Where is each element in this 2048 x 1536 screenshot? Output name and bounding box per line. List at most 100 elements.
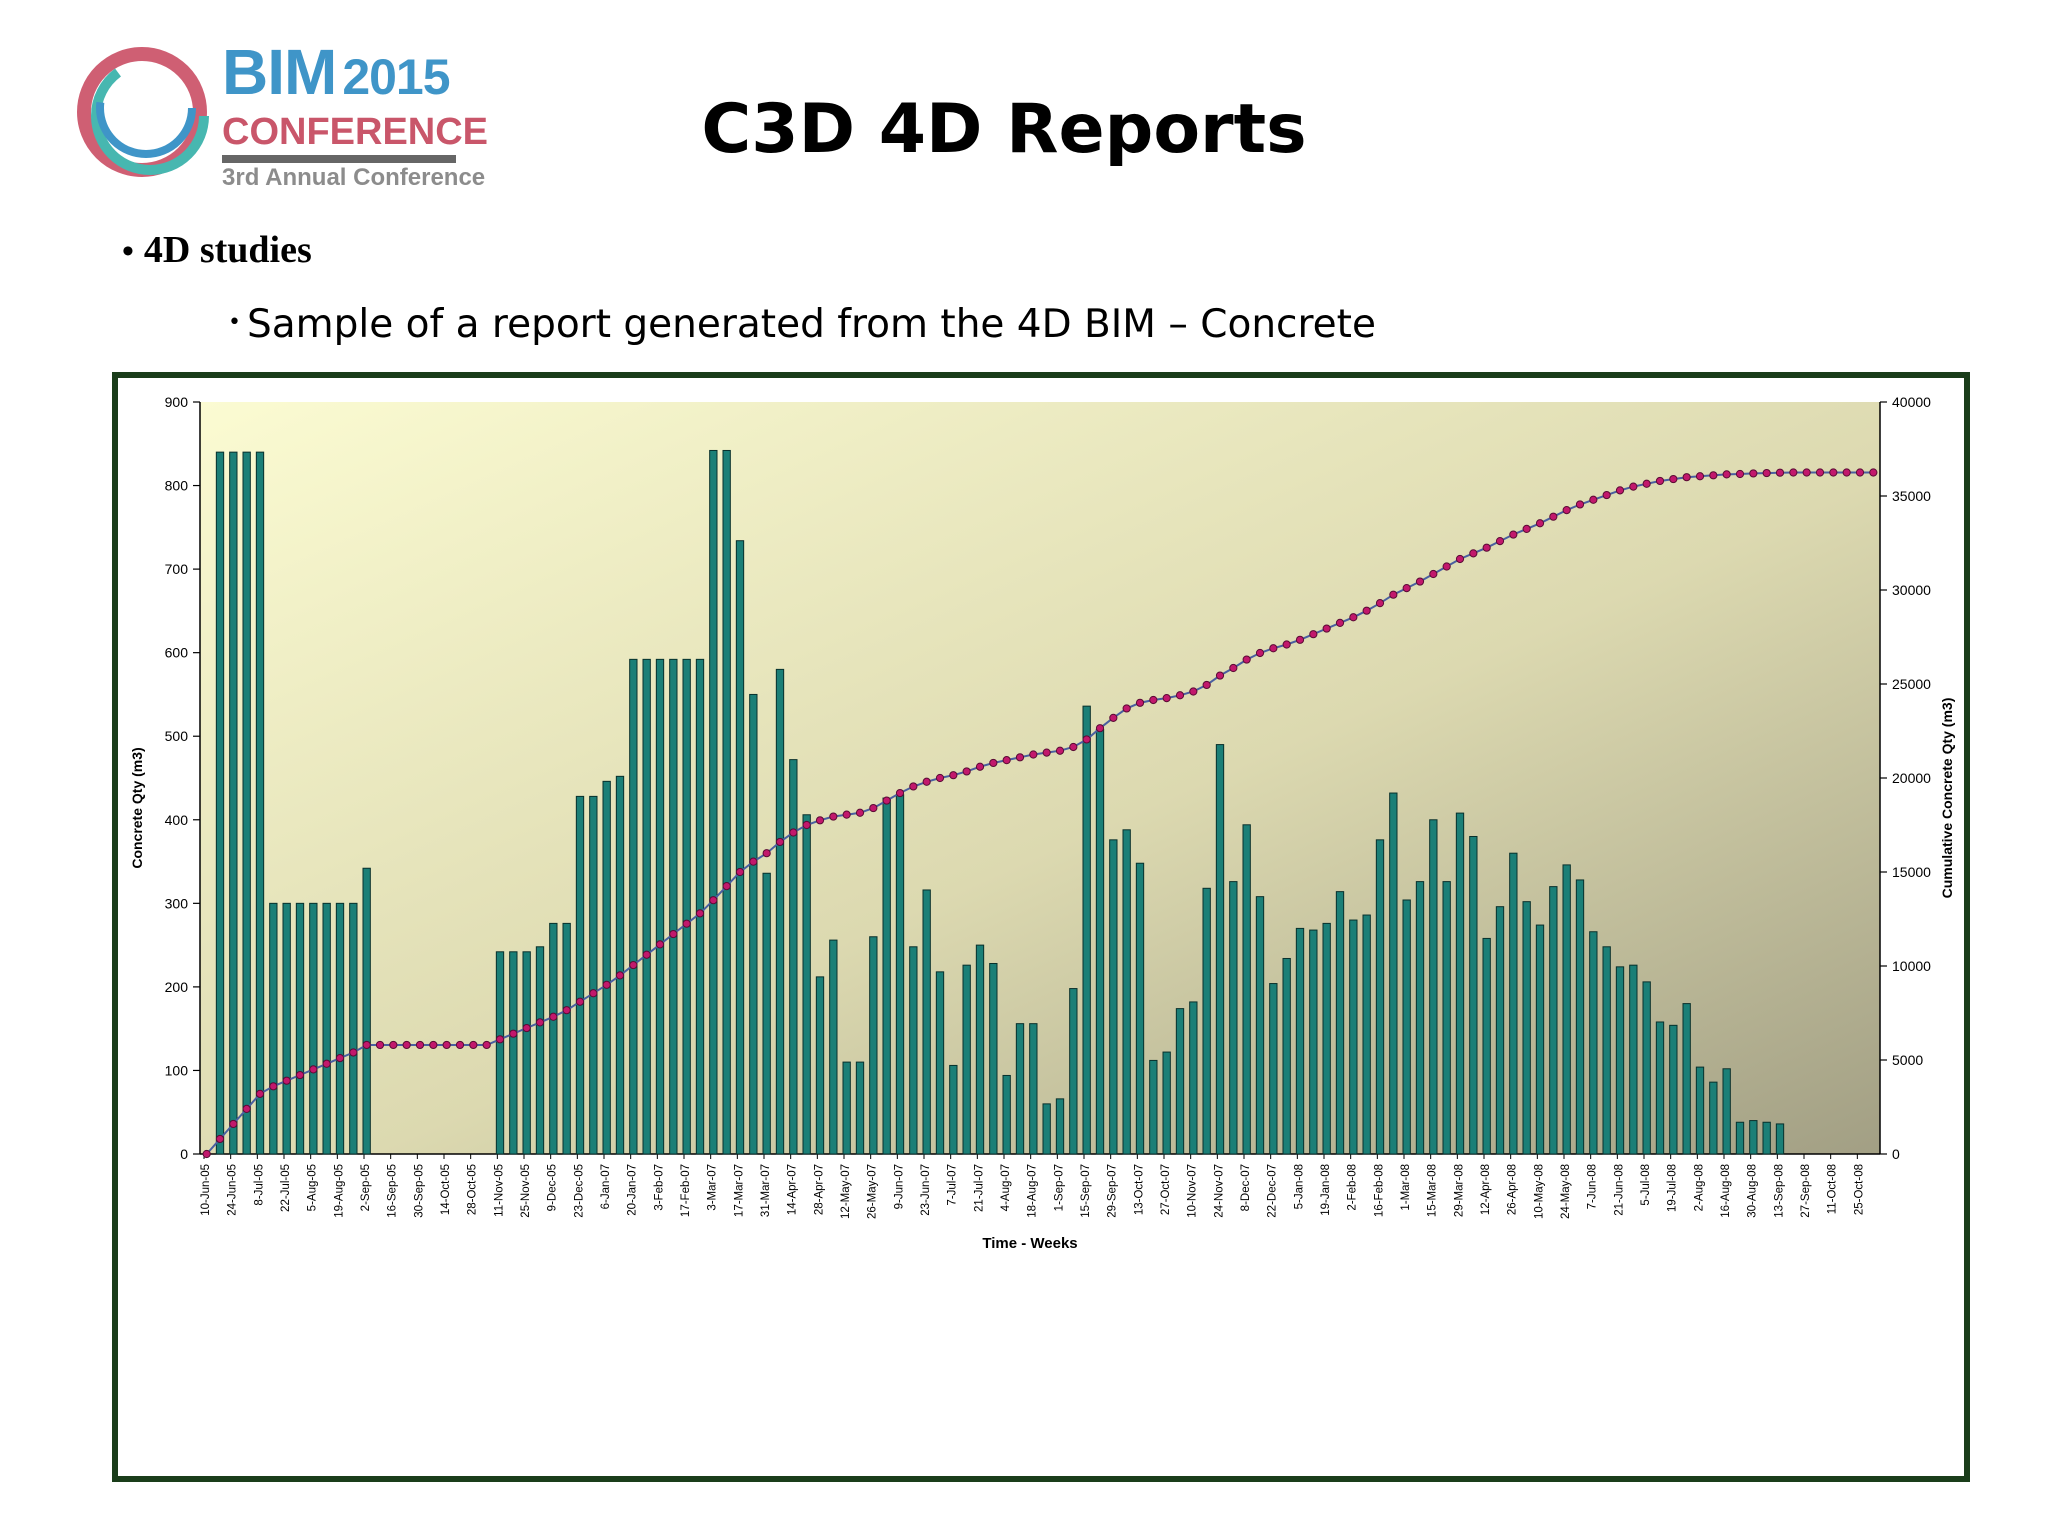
cumulative-point — [1135, 698, 1145, 707]
cumulative-point — [1229, 663, 1238, 673]
x-tick-label: 8-Dec-07 — [1240, 1164, 1252, 1211]
cumulative-point — [815, 816, 825, 825]
cumulative-point — [842, 810, 851, 819]
x-tick-label: 12-Apr-08 — [1480, 1164, 1492, 1215]
y-tick-label: 700 — [165, 561, 189, 577]
bar — [855, 1061, 865, 1155]
cumulative-point — [922, 777, 931, 786]
cumulative-point — [1695, 472, 1705, 481]
logo-tagline: 3rd Annual Conference — [222, 164, 486, 191]
x-tick-label: 5-Jul-08 — [1640, 1164, 1652, 1206]
bar — [1215, 744, 1225, 1155]
slide-title-text: C3D 4D Reports — [701, 90, 1307, 169]
bar — [775, 668, 785, 1155]
bar — [1495, 906, 1505, 1155]
bullet-1-text: 4D studies — [143, 229, 312, 271]
x-tick-label: 22-Jul-05 — [280, 1164, 292, 1212]
x-tick-label: 5-Aug-05 — [307, 1164, 319, 1211]
x-tick-label: 10-Jun-05 — [200, 1164, 212, 1216]
bar — [1522, 901, 1531, 1155]
bar — [1109, 839, 1118, 1155]
bar — [615, 775, 625, 1155]
bar — [1415, 881, 1425, 1155]
bar — [989, 962, 998, 1155]
cumulative-point — [589, 989, 598, 998]
cumulative-point — [829, 812, 838, 821]
cumulative-point — [1309, 630, 1318, 639]
x-tick-label: 21-Jul-07 — [973, 1164, 985, 1212]
cumulative-point — [1269, 644, 1278, 653]
bar — [1535, 924, 1545, 1155]
cumulative-point — [1215, 671, 1225, 680]
cumulative-point — [1655, 476, 1665, 486]
cumulative-point — [255, 1089, 265, 1098]
cumulative-point — [882, 796, 891, 805]
bar — [749, 693, 758, 1155]
bar — [1029, 1023, 1038, 1155]
y2-tick-label: 0 — [1892, 1146, 1900, 1162]
x-tick-label: 15-Sep-07 — [1080, 1164, 1092, 1218]
cumulative-point — [1255, 648, 1265, 658]
cumulative-point — [735, 867, 745, 877]
cumulative-point — [1749, 469, 1758, 478]
x-tick-label: 9-Dec-05 — [547, 1164, 559, 1211]
cumulative-point — [1509, 530, 1518, 539]
bar — [1309, 929, 1318, 1155]
cumulative-point — [1589, 495, 1598, 504]
bar — [1082, 705, 1091, 1155]
bar — [642, 658, 651, 1155]
x-tick-label: 30-Sep-05 — [413, 1164, 425, 1218]
cumulative-point — [469, 1040, 478, 1050]
bar — [895, 794, 905, 1155]
bullet-dot-icon: • — [228, 310, 241, 335]
bar — [1069, 988, 1078, 1155]
x-tick-label: 2-Sep-05 — [360, 1164, 372, 1211]
bar — [975, 944, 985, 1155]
x-tick-label: 12-May-07 — [840, 1164, 852, 1219]
logo-conference: CONFERENCE — [222, 111, 489, 153]
bar — [802, 814, 811, 1155]
x-tick-label: 30-Aug-08 — [1747, 1164, 1759, 1218]
cumulative-point — [1682, 473, 1691, 482]
bar — [1322, 922, 1331, 1155]
cumulative-point — [775, 837, 785, 847]
bar — [1295, 927, 1305, 1155]
bar — [335, 902, 345, 1155]
cumulative-point — [1375, 599, 1385, 608]
slide-title: C3D 4D Reports — [0, 90, 2048, 169]
bar — [309, 902, 318, 1155]
bar — [229, 451, 238, 1155]
y-tick-label: 500 — [165, 728, 189, 744]
x-tick-label: 11-Oct-08 — [1827, 1164, 1839, 1214]
cumulative-point — [1842, 468, 1851, 477]
x-tick-label: 18-Aug-07 — [1027, 1164, 1039, 1218]
cumulative-point — [1415, 577, 1425, 586]
cumulative-point — [1762, 468, 1771, 478]
bar — [1615, 966, 1625, 1155]
x-tick-label: 28-Apr-07 — [813, 1164, 825, 1215]
x-tick-label: 24-Jun-05 — [227, 1164, 239, 1216]
cumulative-point — [1335, 618, 1345, 627]
cumulative-point — [1709, 471, 1718, 480]
bar — [1629, 964, 1638, 1155]
bar — [589, 795, 598, 1155]
bar — [1775, 1123, 1785, 1155]
bar — [1749, 1120, 1758, 1155]
cumulative-point — [562, 1006, 571, 1015]
bar — [1589, 931, 1598, 1155]
cumulative-point — [309, 1065, 318, 1074]
cumulative-point — [1562, 506, 1571, 515]
x-tick-label: 20-Jan-07 — [627, 1164, 639, 1216]
cumulative-point — [1855, 468, 1865, 477]
cumulative-point — [402, 1040, 411, 1050]
bar — [242, 451, 251, 1155]
cumulative-point — [709, 896, 718, 905]
cumulative-point — [789, 828, 798, 837]
logo-brand: BIM — [222, 36, 337, 108]
y2-tick-label: 40000 — [1892, 394, 1931, 410]
x-tick-label: 24-Nov-07 — [1213, 1164, 1225, 1218]
bar — [1149, 1059, 1158, 1155]
cumulative-point — [1549, 512, 1558, 521]
bar — [269, 902, 278, 1155]
bar — [1642, 981, 1651, 1155]
